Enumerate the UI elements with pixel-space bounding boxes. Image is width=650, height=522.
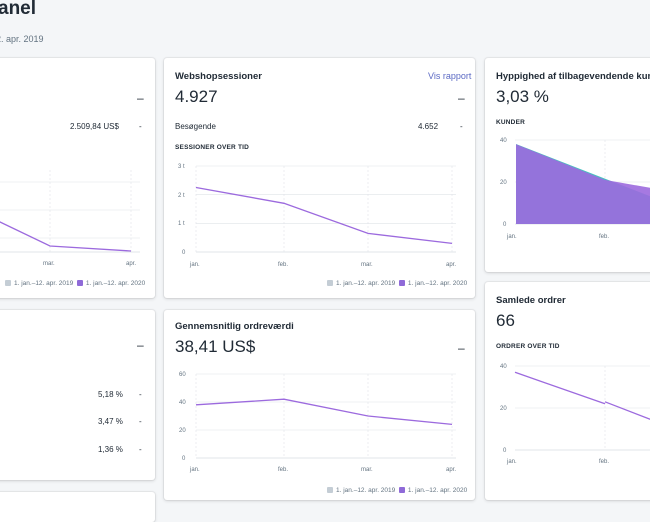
legend: 1. jan.–12. apr. 2019 1. jan.–12. apr. 2… xyxy=(5,280,145,287)
card-title: Hyppighed af tilbagevendende kunder xyxy=(496,71,650,82)
legend-swatch-2020 xyxy=(398,487,405,493)
y-tick: 0 xyxy=(182,250,186,256)
row-value: 2.509,84 US$ xyxy=(70,122,119,131)
row-dash: - xyxy=(139,390,142,399)
y-tick: 0 xyxy=(503,222,507,228)
legend-label: 1. jan.–12. apr. 2019 xyxy=(336,280,396,287)
legend-swatch-2020 xyxy=(76,280,83,286)
card-title: Gennemsnitlig ordreværdi xyxy=(175,321,294,332)
row-value: 3,47 % xyxy=(98,417,123,426)
y-tick: 1 t xyxy=(178,221,185,227)
orders-chart: 40 20 0 jan. feb. xyxy=(500,364,650,465)
legend-swatch-2019 xyxy=(327,487,333,493)
legend-label: 1. jan.–12. apr. 2019 xyxy=(14,280,74,287)
aov-card: Gennemsnitlig ordreværdi 38,41 US$ – 60 … xyxy=(164,310,475,500)
chart-heading: KUNDER xyxy=(496,119,526,126)
x-tick: feb. xyxy=(278,467,288,473)
x-tick: jan. xyxy=(506,234,517,240)
y-tick: 20 xyxy=(500,180,507,186)
y-tick: 20 xyxy=(179,428,186,434)
x-tick: feb. xyxy=(278,262,288,268)
x-tick: feb. xyxy=(599,459,609,465)
y-tick: 0 xyxy=(182,456,186,462)
card-title: Samlede ordrer xyxy=(496,295,566,306)
legend-swatch-2020 xyxy=(398,280,405,286)
bottom-card xyxy=(0,492,155,522)
sessions-chart: 3 t 2 t 1 t 0 jan. feb. mar. apr. xyxy=(178,164,456,268)
row-dash: - xyxy=(139,122,142,131)
chart-heading: ORDRER OVER TID xyxy=(496,343,560,350)
view-report-link[interactable]: Vis rapport xyxy=(428,71,472,81)
returning-value: 3,03 % xyxy=(496,87,549,106)
row-dash: - xyxy=(139,417,142,426)
y-tick: 40 xyxy=(179,400,186,406)
chart-heading: SESSIONER OVER TID xyxy=(175,144,250,151)
y-tick: 40 xyxy=(500,138,507,144)
chart-grid xyxy=(0,170,140,253)
y-tick: 3 t xyxy=(178,164,185,170)
aov-value: 38,41 US$ xyxy=(175,337,256,356)
chart-grid xyxy=(195,165,456,253)
sessions-card: Webshopsessioner Vis rapport 4.927 – Bes… xyxy=(164,58,475,298)
row-value: 5,18 % xyxy=(98,390,123,399)
date-range[interactable]: 2. apr. 2019 xyxy=(0,34,44,44)
row-dash: - xyxy=(139,445,142,454)
sales-line xyxy=(0,221,132,252)
row-value: 1,36 % xyxy=(98,445,123,454)
page-title: anel xyxy=(0,0,37,19)
row-dash: - xyxy=(460,122,463,131)
total-sales-card: – 2.509,84 US$ - mar. apr. 1. jan.–12. a… xyxy=(0,58,155,298)
legend-label: 1. jan.–12. apr. 2020 xyxy=(407,487,468,494)
y-tick: 40 xyxy=(500,364,507,370)
comparison-dash: – xyxy=(458,341,465,355)
chart-grid xyxy=(515,365,650,451)
x-tick: jan. xyxy=(189,467,200,473)
x-tick: apr. xyxy=(446,467,456,473)
x-tick: mar. xyxy=(361,262,373,268)
legend: 1. jan.–12. apr. 2019 1. jan.–12. apr. 2… xyxy=(327,280,467,287)
card-title: Webshopsessioner xyxy=(175,71,262,82)
x-tick: jan. xyxy=(189,262,200,268)
sessions-value: 4.927 xyxy=(175,87,218,106)
x-tick: feb. xyxy=(599,234,609,240)
y-tick: 60 xyxy=(179,372,186,378)
x-tick: apr. xyxy=(446,262,456,268)
x-tick: apr. xyxy=(126,261,136,267)
conversion-card: – 5,18 % - 3,47 % - 1,36 % - xyxy=(0,310,155,480)
y-tick: 0 xyxy=(503,448,507,454)
sessions-line xyxy=(195,186,453,245)
x-tick: mar. xyxy=(43,261,55,267)
legend-label: 1. jan.–12. apr. 2020 xyxy=(85,280,146,287)
legend-label: 1. jan.–12. apr. 2019 xyxy=(336,487,396,494)
chart-grid xyxy=(195,373,456,459)
y-tick: 20 xyxy=(500,406,507,412)
legend: 1. jan.–12. apr. 2019 1. jan.–12. apr. 2… xyxy=(327,487,467,494)
comparison-dash: – xyxy=(137,91,144,105)
orders-value: 66 xyxy=(496,311,515,330)
comparison-dash: – xyxy=(458,91,465,105)
aov-line xyxy=(195,398,453,426)
returning-area xyxy=(516,144,650,224)
orders-line-tail xyxy=(604,401,650,420)
x-tick: mar. xyxy=(361,467,373,473)
total-orders-card: Samlede ordrer 66 ORDRER OVER TID 40 20 … xyxy=(485,282,650,500)
aov-chart: 60 40 20 0 jan. feb. mar. apr. xyxy=(179,372,456,473)
returning-chart: 40 20 0 jan. feb. xyxy=(500,138,650,240)
orders-line xyxy=(514,371,606,405)
returning-customers-card: Hyppighed af tilbagevendende kunder 3,03… xyxy=(485,58,650,272)
legend-label: 1. jan.–12. apr. 2020 xyxy=(407,280,468,287)
legend-swatch-2019 xyxy=(327,280,333,286)
visitors-value: 4.652 xyxy=(418,122,439,131)
x-tick: jan. xyxy=(506,459,517,465)
comparison-dash: – xyxy=(137,338,144,352)
legend-swatch-2019 xyxy=(5,280,11,286)
y-tick: 2 t xyxy=(178,193,185,199)
sales-chart: mar. apr. xyxy=(0,170,140,267)
visitors-label: Besøgende xyxy=(175,122,216,131)
